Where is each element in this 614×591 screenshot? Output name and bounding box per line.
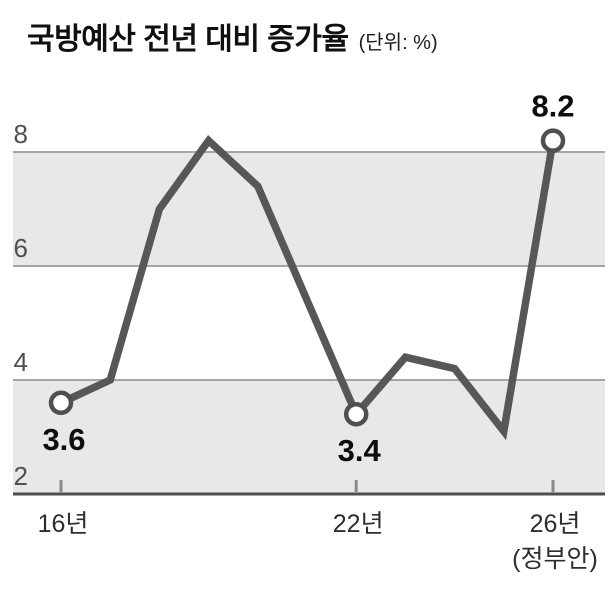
plot-band: [13, 380, 605, 494]
data-point-label-26: 8.2: [531, 89, 574, 124]
y-tick-label-6: 6: [14, 233, 28, 263]
data-point-marker-26: [540, 128, 566, 153]
chart-header: 국방예산 전년 대비 증가율 (단위: %): [27, 14, 438, 58]
x-tick-label-16: 16년: [38, 510, 89, 538]
data-point-label-16: 3.6: [42, 422, 85, 457]
data-point-marker-16: [48, 390, 74, 416]
data-point-label-22: 3.4: [338, 433, 382, 468]
x-tick-label-26: 26년: [530, 510, 581, 538]
data-point-marker-22: [343, 401, 369, 427]
x-tick-sublabel-26: (정부안): [512, 545, 598, 573]
y-tick-label-8: 8: [14, 119, 28, 149]
chart-unit-subtitle: (단위: %): [358, 32, 438, 54]
y-tick-label-2: 2: [14, 461, 28, 491]
chart-title: 국방예산 전년 대비 증가율: [27, 23, 349, 56]
growth-rate-line: [57, 134, 557, 441]
plot-band: [13, 152, 605, 266]
x-tick-label-22: 22년: [333, 510, 384, 538]
y-tick-label-4: 4: [14, 347, 28, 377]
